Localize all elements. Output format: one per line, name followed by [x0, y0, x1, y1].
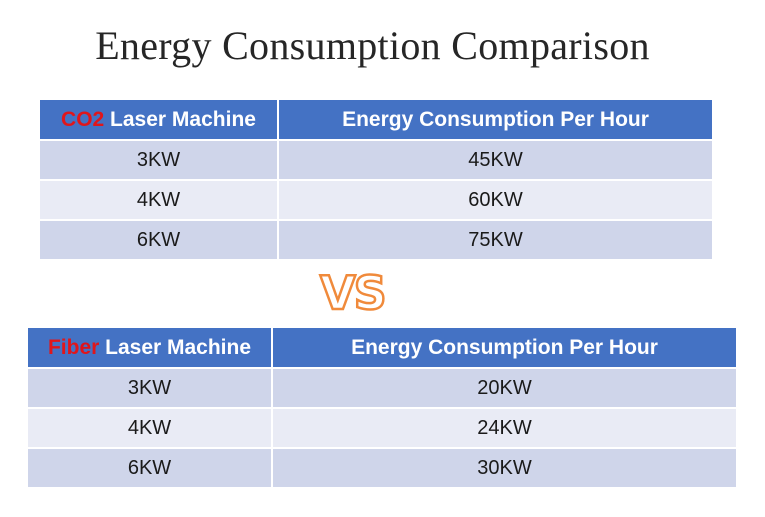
consumption-cell: 45KW [278, 140, 712, 181]
machine-cell: 3KW [28, 368, 273, 409]
consumption-cell: 60KW [278, 180, 712, 221]
machine-cell: 6KW [40, 220, 279, 261]
co2-header-rest: Laser Machine [104, 107, 256, 131]
table-row: 4KW 24KW [28, 408, 736, 449]
machine-cell: 4KW [40, 180, 279, 221]
co2-table: CO2 Laser Machine Energy Consumption Per… [40, 100, 712, 261]
vs-label: VS [319, 265, 388, 322]
fiber-table: Fiber Laser Machine Energy Consumption P… [28, 328, 736, 489]
table-row: 4KW 60KW [40, 180, 712, 221]
page-title: Energy Consumption Comparison [95, 23, 650, 68]
fiber-highlight-label: Fiber [47, 335, 100, 359]
co2-consumption-header: Energy Consumption Per Hour [278, 100, 712, 141]
fiber-consumption-header: Energy Consumption Per Hour [272, 328, 736, 369]
machine-cell: 6KW [28, 448, 273, 489]
machine-cell: 3KW [40, 140, 279, 181]
co2-highlight-label: CO2 [61, 107, 105, 131]
co2-machine-header: CO2 Laser Machine [40, 100, 279, 141]
consumption-cell: 24KW [272, 408, 736, 449]
consumption-cell: 20KW [272, 368, 736, 409]
consumption-cell: 30KW [272, 448, 736, 489]
fiber-header-rest: Laser Machine [99, 335, 252, 359]
table-row: 3KW 45KW [40, 140, 712, 181]
fiber-machine-header: Fiber Laser Machine [28, 328, 273, 369]
table-row: 3KW 20KW [28, 368, 736, 409]
consumption-cell: 75KW [278, 220, 712, 261]
table-row: 6KW 75KW [40, 220, 712, 261]
machine-cell: 4KW [28, 408, 273, 449]
table-row: 6KW 30KW [28, 448, 736, 489]
